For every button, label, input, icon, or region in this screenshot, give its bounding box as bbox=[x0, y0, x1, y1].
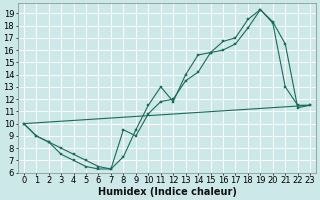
X-axis label: Humidex (Indice chaleur): Humidex (Indice chaleur) bbox=[98, 187, 236, 197]
